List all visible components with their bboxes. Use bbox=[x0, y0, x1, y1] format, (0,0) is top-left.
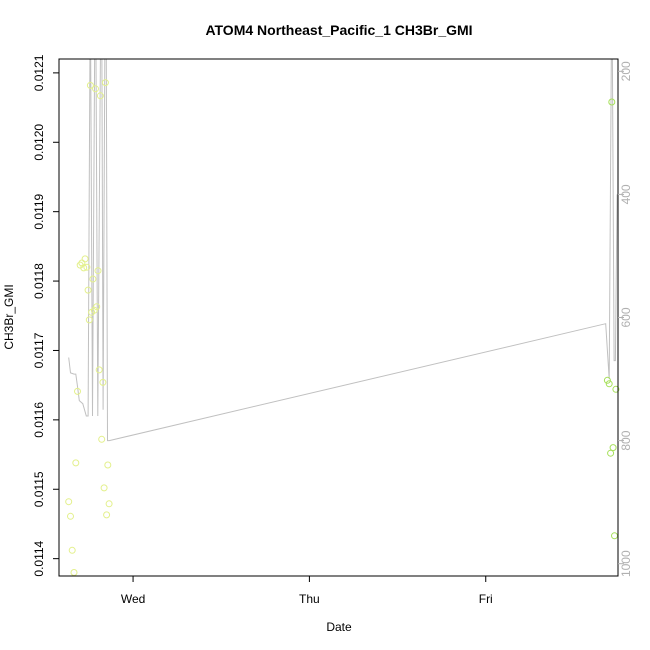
data-point-0-24 bbox=[100, 484, 108, 492]
data-point-0-28 bbox=[105, 500, 113, 508]
data-point-0-9 bbox=[81, 255, 89, 263]
data-point-0-17 bbox=[92, 85, 99, 93]
data-point-0-15 bbox=[89, 275, 97, 283]
data-point-0-18 bbox=[93, 303, 101, 311]
y-tick-label-1: 0.0115 bbox=[32, 471, 46, 507]
data-point-0-20 bbox=[95, 366, 103, 374]
y-tick-label-0: 0.0114 bbox=[32, 540, 46, 576]
y-tick-label-5: 0.0119 bbox=[32, 193, 46, 229]
data-point-0-19 bbox=[94, 267, 102, 275]
data-point-0-22 bbox=[98, 435, 106, 443]
y-axis-label: CH3Br_GMI bbox=[2, 284, 16, 349]
data-point-0-1 bbox=[67, 512, 74, 520]
y-tick-label-7: 0.0121 bbox=[32, 54, 46, 91]
plot-frame bbox=[58, 58, 619, 577]
data-point-0-2 bbox=[68, 546, 76, 554]
data-point-1-3 bbox=[608, 98, 616, 106]
data-point-0-21 bbox=[96, 92, 104, 100]
y2-tick-label-3: 800 bbox=[619, 430, 633, 450]
data-point-0-13 bbox=[86, 81, 94, 89]
x-axis-label: Date bbox=[326, 620, 352, 634]
y-tick-label-4: 0.0118 bbox=[32, 263, 46, 299]
data-point-0-26 bbox=[103, 511, 111, 519]
x-tick-label-1: Thu bbox=[299, 592, 320, 606]
data-point-0-3 bbox=[70, 569, 78, 576]
data-point-1-6 bbox=[612, 385, 620, 393]
chart-title: ATOM4 Northeast_Pacific_1 CH3Br_GMI bbox=[205, 22, 472, 38]
y-tick-label-2: 0.0116 bbox=[32, 402, 46, 438]
x-tick-label-0: Wed bbox=[121, 592, 145, 606]
data-point-0-12 bbox=[85, 316, 93, 324]
pressure-line bbox=[68, 58, 618, 442]
data-point-0-23 bbox=[99, 378, 107, 386]
plot-area: Wed Thu Fri 0.0114 0.0115 0.0116 0.0117 0.0118 0… bbox=[32, 54, 633, 606]
data-point-1-1 bbox=[605, 380, 613, 388]
y2-tick-label-0: 200 bbox=[619, 61, 633, 81]
x-tick-label-2: Fri bbox=[479, 592, 493, 606]
y2-tick-label-4: 1000 bbox=[619, 550, 633, 577]
data-point-1-5 bbox=[611, 532, 618, 540]
data-point-0-0 bbox=[65, 498, 73, 506]
data-point-1-2 bbox=[607, 449, 615, 457]
data-point-0-25 bbox=[101, 79, 109, 87]
data-point-0-16 bbox=[90, 306, 98, 314]
data-point-1-0 bbox=[603, 376, 611, 384]
data-point-0-11 bbox=[84, 286, 92, 294]
data-point-1-4 bbox=[609, 444, 617, 452]
y-tick-label-6: 0.0120 bbox=[32, 124, 46, 161]
data-point-0-4 bbox=[72, 459, 80, 467]
y2-tick-label-2: 600 bbox=[619, 307, 633, 327]
data-point-0-27 bbox=[104, 461, 112, 469]
y-tick-label-3: 0.0117 bbox=[32, 332, 46, 368]
data-point-0-10 bbox=[83, 263, 91, 271]
y2-tick-label-1: 400 bbox=[619, 184, 633, 204]
data-point-0-5 bbox=[74, 387, 81, 395]
data-point-0-8 bbox=[80, 264, 88, 272]
